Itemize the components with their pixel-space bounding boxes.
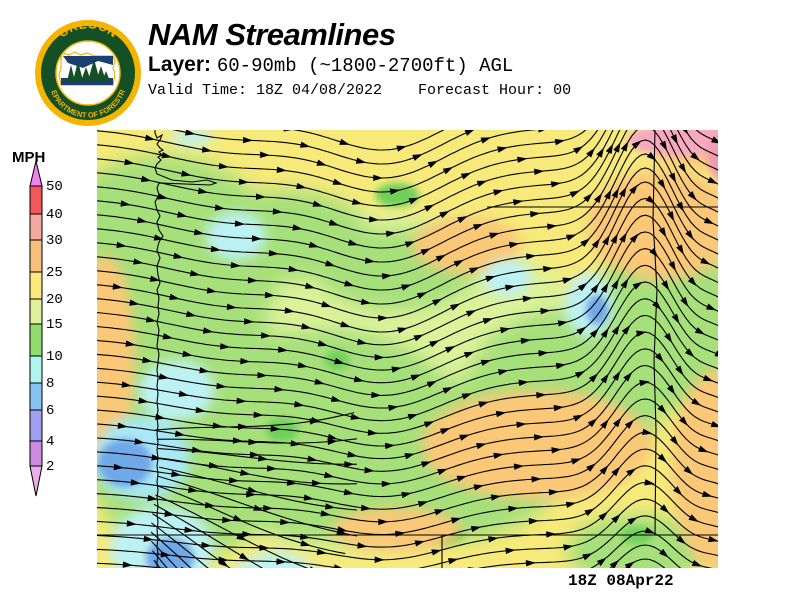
svg-text:20: 20 [46,292,63,308]
svg-text:50: 50 [46,179,63,195]
svg-text:15: 15 [46,317,63,333]
svg-text:4: 4 [46,434,54,450]
svg-text:25: 25 [46,265,63,281]
svg-text:8: 8 [46,376,54,392]
svg-text:40: 40 [46,207,63,223]
svg-text:6: 6 [46,403,54,419]
svg-text:2: 2 [46,459,54,475]
svg-text:MPH: MPH [12,149,45,166]
svg-text:30: 30 [46,233,63,249]
svg-text:10: 10 [46,349,63,365]
